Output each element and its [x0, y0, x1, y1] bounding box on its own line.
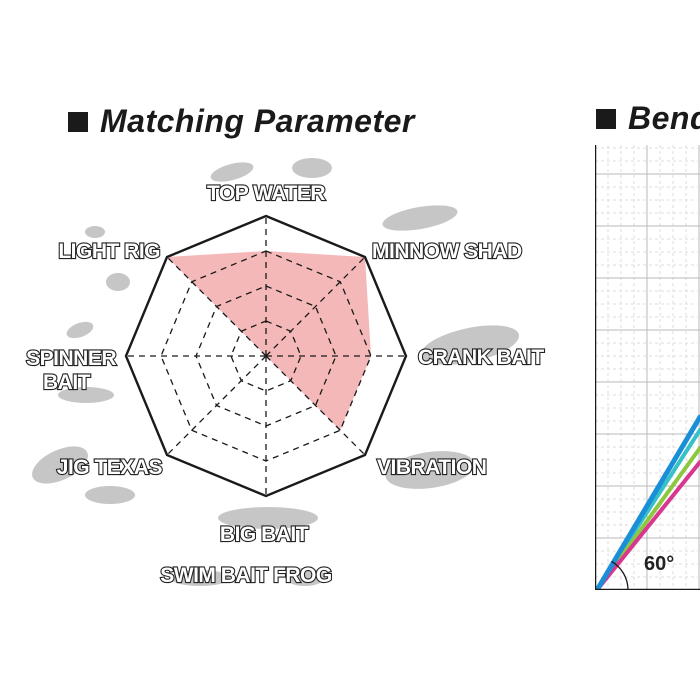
- spinner-bait-lure-icon: [58, 321, 114, 403]
- bend-curve: [595, 414, 700, 590]
- radar-axis-label: SPINNER BAIT: [26, 347, 116, 394]
- topwater-lure-icon: [210, 158, 332, 182]
- square-bullet-icon: [596, 108, 616, 129]
- radar-axis-label: BIG BAIT: [220, 523, 309, 546]
- radar-axis-label: JIG TEXAS: [57, 456, 163, 479]
- vibration-lure-icon: [385, 451, 475, 489]
- crank-bait-lure-icon: [420, 325, 520, 365]
- minnow-shad-lure-icon: [382, 205, 458, 231]
- radar-value-area: [167, 251, 371, 431]
- swim-bait-frog-lure-icon: [170, 568, 325, 586]
- matching-parameter-title: Matching Parameter: [68, 103, 415, 140]
- radar-grid-ring: [230, 320, 302, 392]
- bend-title: Bend: [596, 100, 700, 137]
- angle-arc: [611, 560, 629, 590]
- radar-axis-label: MINNOW SHAD: [372, 240, 522, 263]
- bend-title-text: Bend: [628, 100, 700, 136]
- matching-parameter-title-text: Matching Parameter: [100, 103, 415, 139]
- big-bait-lure-icon: [218, 507, 318, 529]
- square-bullet-icon: [68, 111, 88, 132]
- light-rig-lure-icon: [85, 226, 130, 291]
- lure-silhouettes: [32, 158, 520, 586]
- radar-axis-spoke: [166, 256, 267, 357]
- radar-axis-label: LIGHT RIG: [58, 240, 160, 263]
- radar-outline: [124, 214, 408, 498]
- radar-axis-label: TOP WATER: [207, 182, 325, 205]
- jig-texas-lure-icon: [32, 446, 135, 504]
- bend-angle-label: 60°: [644, 553, 674, 575]
- radar-axis-spoke: [265, 256, 366, 357]
- radar-axis-spoke: [166, 355, 267, 456]
- radar-extra-label: SWIM BAIT FROG: [160, 564, 332, 587]
- bend-grid: [595, 145, 700, 590]
- radar-axis-label: VIBRATION: [377, 456, 486, 479]
- radar-axis-spoke: [265, 355, 366, 456]
- radar-plot-area: TOP WATER MINNOW SHAD CRANK BAIT VIBRATION B…: [25, 181, 546, 588]
- radar-axis-label: CRANK BAIT: [418, 346, 544, 369]
- bend-curve: [595, 460, 700, 590]
